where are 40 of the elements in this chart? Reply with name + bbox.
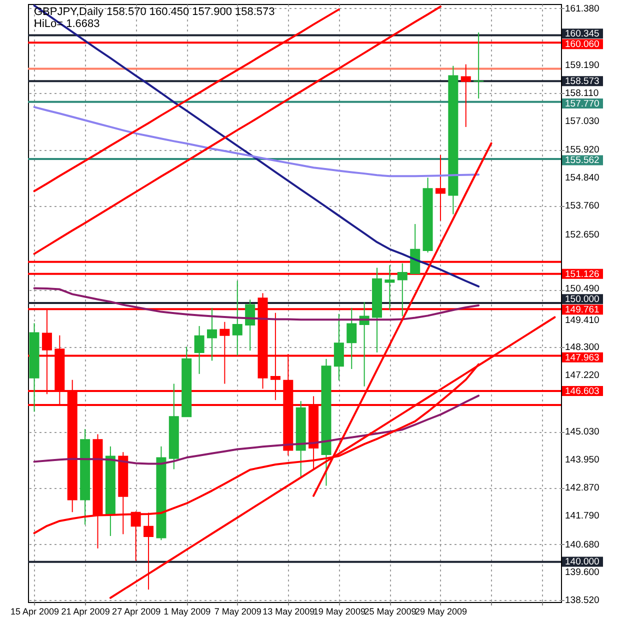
y-tick-label: 150.490 (565, 284, 600, 295)
y-tick-label: 153.760 (565, 200, 600, 212)
ref-line-label: 149.761 (565, 304, 600, 316)
y-tick-label: 143.950 (565, 454, 600, 466)
y-tick-label: 161.380 (565, 3, 600, 14)
ref-line-label: 155.562 (565, 155, 600, 166)
x-tick-label: 1 May 2009 (164, 606, 211, 616)
y-tick-label: 147.220 (565, 370, 600, 381)
ref-line-label: 151.126 (565, 268, 600, 280)
y-tick-label: 142.870 (565, 482, 600, 494)
x-tick-label: 7 May 2009 (214, 606, 262, 616)
x-tick-label: 27 Apr 2009 (112, 606, 161, 616)
y-tick-label: 138.520 (565, 595, 600, 606)
y-tick-label: 157.030 (565, 116, 600, 128)
y-tick-label: 155.920 (565, 144, 600, 156)
y-tick-label: 159.190 (565, 60, 600, 72)
y-tick-label: 140.680 (565, 539, 600, 550)
ref-line-label: 160.060 (565, 39, 600, 50)
y-tick-label: 158.110 (565, 88, 599, 99)
x-tick-label: 21 Apr 2009 (61, 606, 110, 616)
y-tick-label: 152.650 (565, 229, 600, 240)
y-tick-label: 141.790 (565, 510, 600, 522)
x-tick-label: 29 May 2009 (414, 606, 468, 616)
ref-line-label: 146.603 (565, 386, 600, 397)
y-tick-label: 145.030 (565, 426, 600, 438)
ref-line-label: 140.000 (565, 556, 600, 568)
y-tick-label: 148.300 (565, 342, 600, 353)
ref-line-label: 150.000 (565, 294, 600, 306)
x-tick-label: 13 May 2009 (262, 606, 315, 616)
y-tick-label: 139.600 (565, 567, 600, 578)
ref-line-label: 147.963 (565, 352, 600, 364)
y-tick-label: 149.410 (565, 315, 600, 326)
text: HiLo= 1.6683 (34, 18, 100, 30)
ref-line-label: 160.345 (565, 28, 600, 40)
x-tick-label: 25 May 2009 (364, 606, 416, 616)
x-tick-label: 15 Apr 2009 (10, 606, 60, 616)
x-tick-label: 19 May 2009 (313, 606, 366, 616)
ref-line-label: 158.573 (565, 76, 600, 88)
ref-line-label: 157.770 (565, 98, 600, 110)
y-tick-label: 154.840 (565, 172, 600, 184)
